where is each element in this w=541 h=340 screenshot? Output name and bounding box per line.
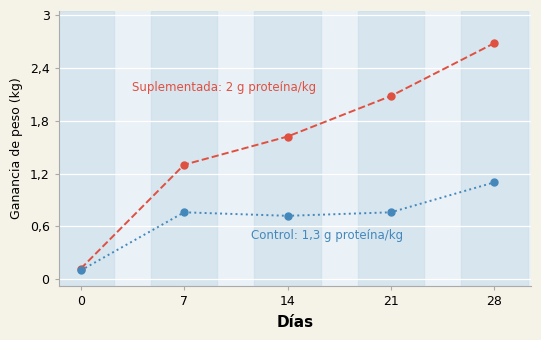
Bar (48, 11, 114, 286)
Bar (151, 11, 217, 286)
Text: Control: 1,3 g proteína/kg: Control: 1,3 g proteína/kg (250, 229, 403, 242)
Bar (254, 11, 321, 286)
X-axis label: Días: Días (276, 315, 313, 330)
Y-axis label: Ganancia de peso (kg): Ganancia de peso (kg) (10, 78, 23, 219)
Bar (461, 11, 527, 286)
Text: Suplementada: 2 g proteína/kg: Suplementada: 2 g proteína/kg (133, 81, 316, 94)
Bar (358, 11, 424, 286)
